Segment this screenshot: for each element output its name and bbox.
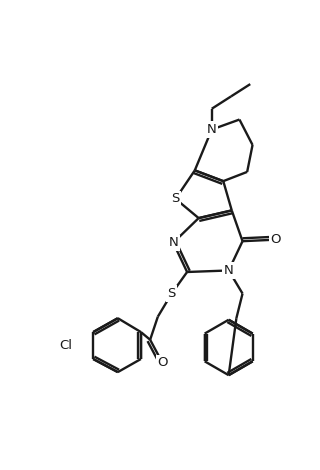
Text: N: N (168, 236, 178, 249)
Text: Cl: Cl (59, 339, 72, 352)
Text: N: N (207, 123, 217, 136)
Text: O: O (270, 233, 281, 246)
Text: S: S (167, 287, 176, 300)
Text: N: N (224, 264, 234, 277)
Text: S: S (172, 192, 180, 205)
Text: O: O (157, 356, 168, 369)
